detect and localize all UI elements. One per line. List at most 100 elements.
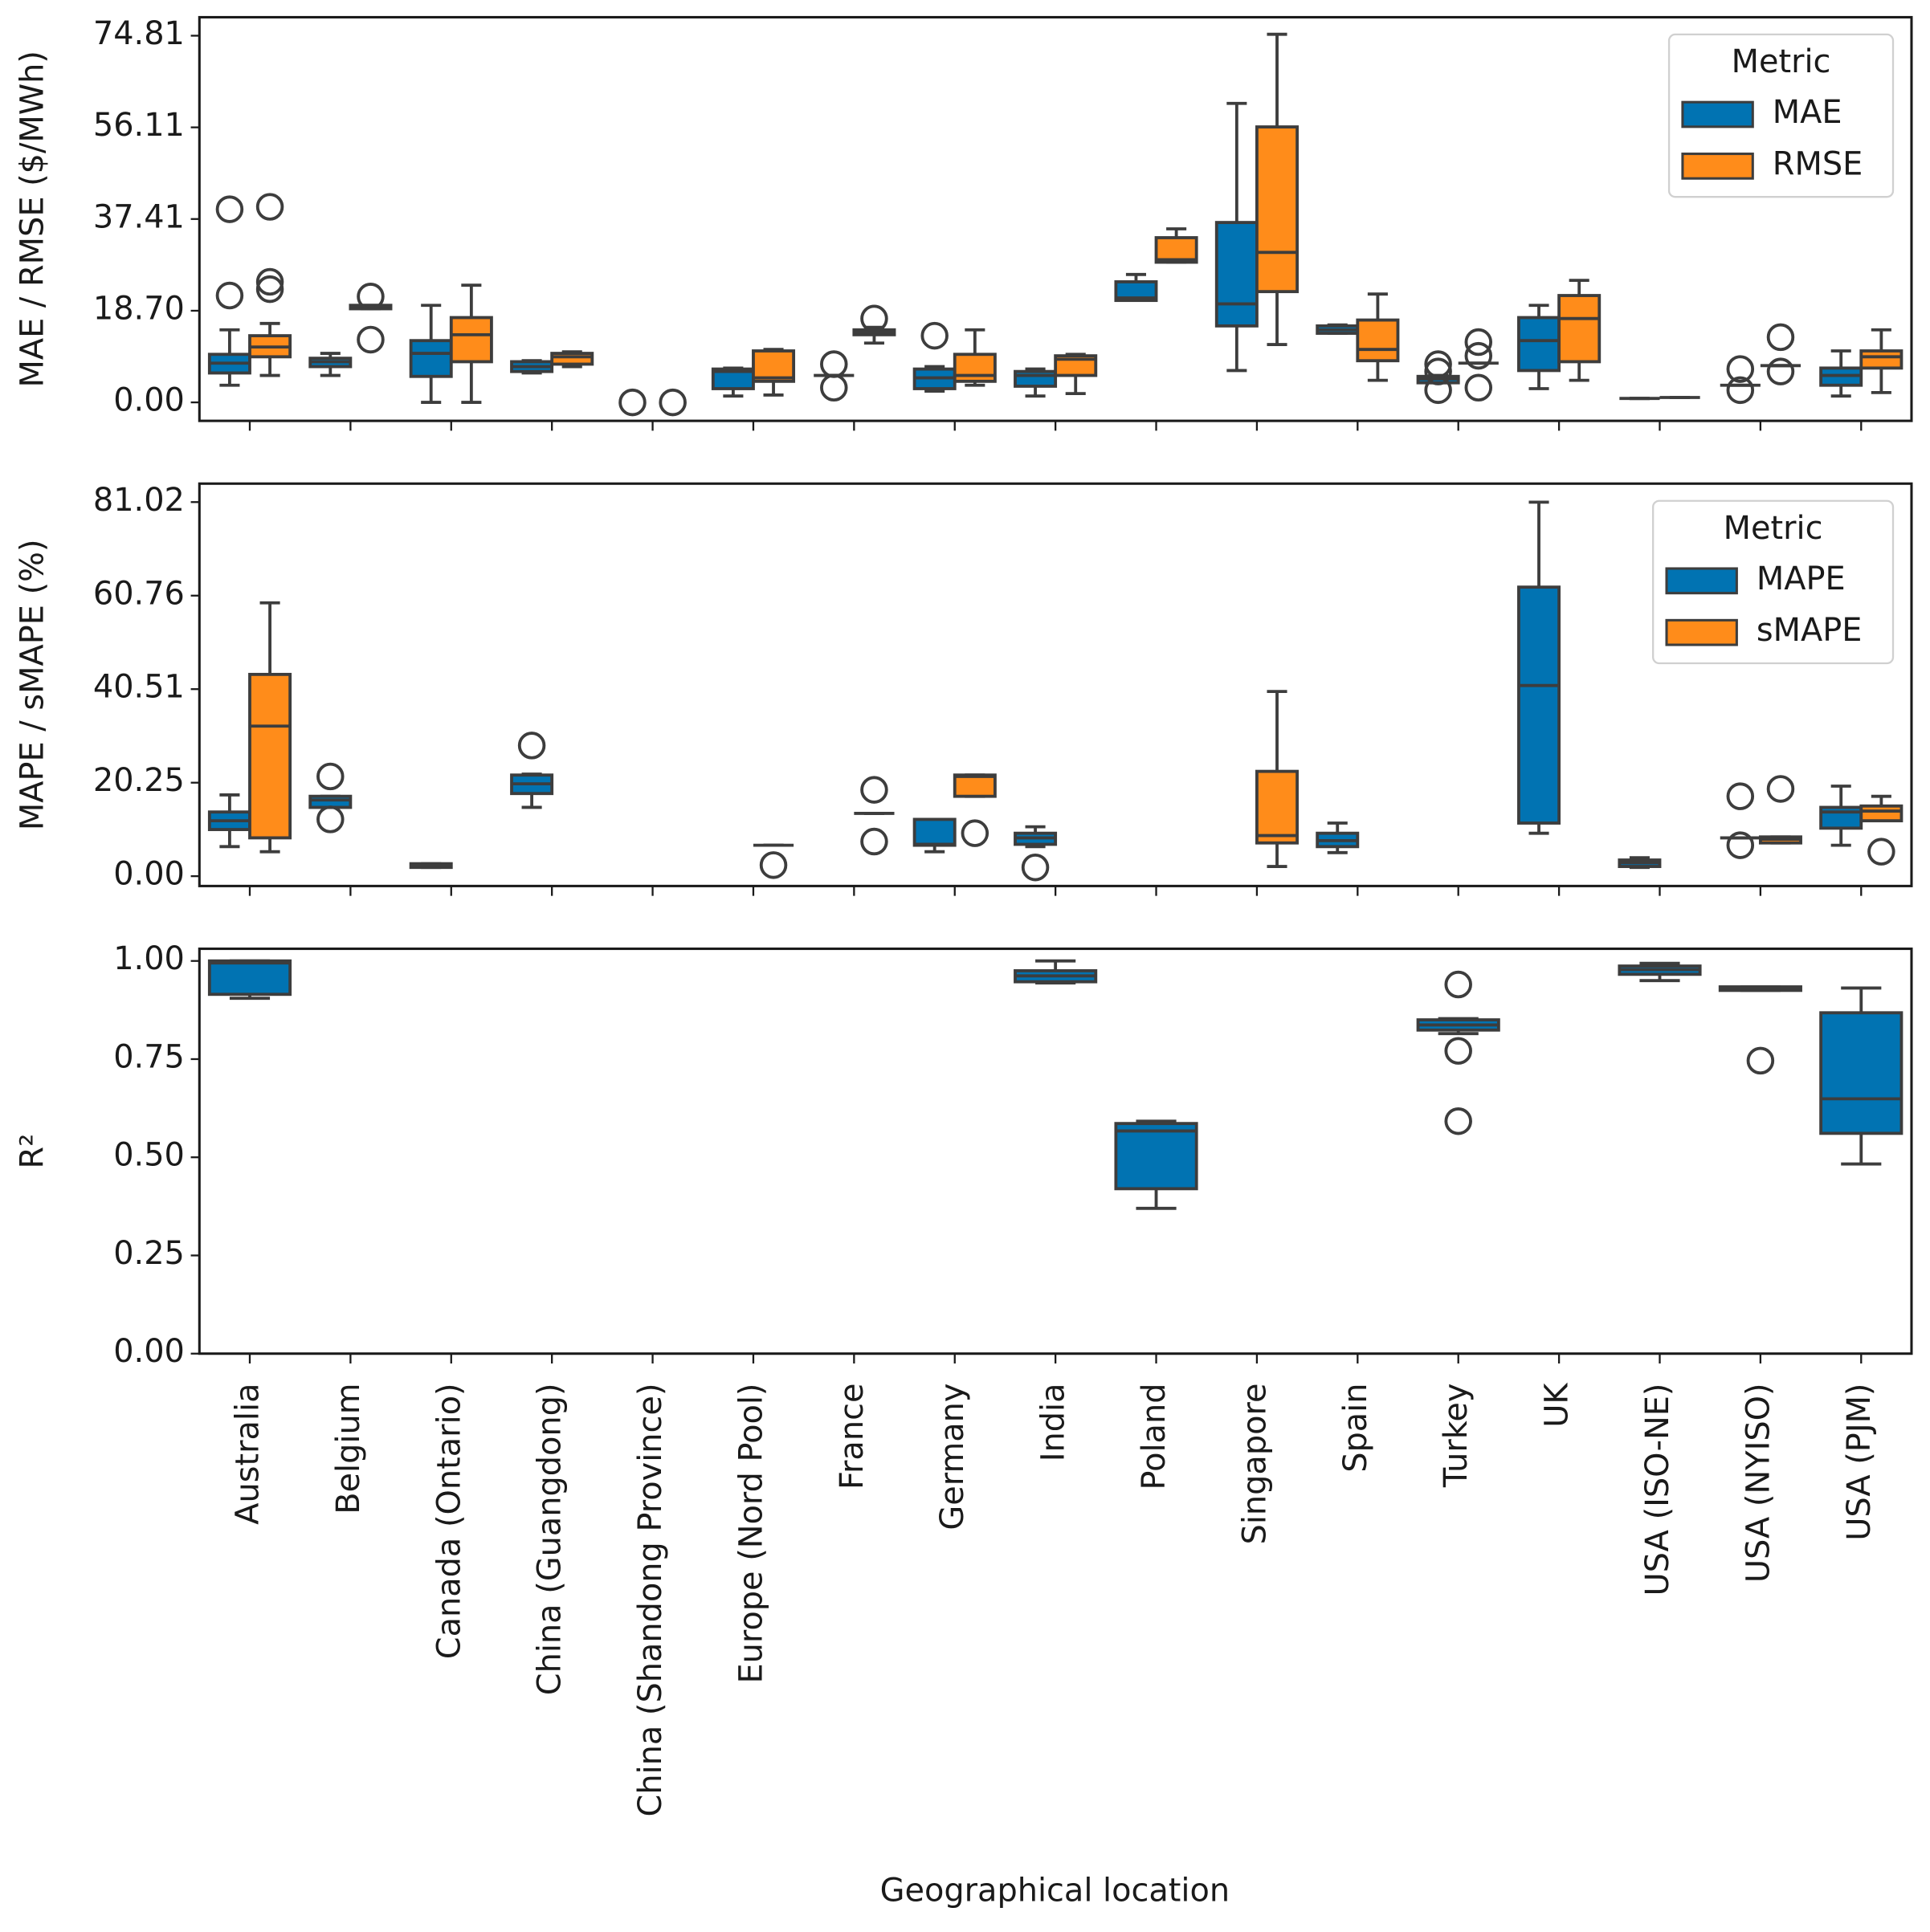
legend-title: Metric [1732,43,1831,80]
x-tick-label: China (Guangdong) [532,1384,569,1696]
box [1214,221,1259,328]
outlier [820,350,848,378]
x-tick-label: Europe (Nord Pool) [732,1384,769,1684]
y-tick-label: 1.00 [113,940,185,977]
box [1859,349,1903,370]
box [409,339,453,378]
box [1356,318,1400,363]
outlier [860,827,888,856]
y-tick-label: 0.50 [113,1137,185,1174]
legend-swatch [1681,100,1754,128]
x-tick-label: USA (NYISO) [1740,1384,1777,1584]
x-tick-label: UK [1539,1383,1576,1428]
y-tick-label: 56.11 [93,107,185,144]
outlier [759,851,788,879]
y-tick-label: 74.81 [93,15,185,52]
x-tick-label: India [1035,1384,1072,1462]
box [1114,280,1158,303]
outlier [316,762,345,791]
x-tick-label: China (Shandong Province) [632,1384,669,1817]
legend-title: Metric [1724,510,1823,547]
outlier [255,275,284,304]
x-tick-label: Spain [1337,1384,1374,1473]
outlier [1766,357,1795,385]
outlier [1464,341,1493,370]
y-axis-label: MAPE / sMAPE (%) [14,539,51,830]
outlier [1444,1037,1472,1065]
legend-swatch [1665,567,1738,595]
plot-frame [198,15,1913,422]
outlier [1726,355,1755,383]
outlier [1021,853,1050,882]
legend-swatch [1665,618,1738,646]
x-tick-label: Poland [1136,1384,1173,1490]
outlier [1726,376,1755,405]
box [752,349,796,383]
outlier [1766,323,1795,352]
outlier [820,373,848,402]
outlier [1444,1107,1472,1135]
outlier [357,325,385,354]
box [1517,316,1561,373]
x-tick-label: Australia [229,1384,266,1525]
box [449,316,493,364]
y-tick-label: 40.51 [93,669,185,706]
outlier [1746,1046,1775,1075]
y-tick-label: 0.00 [113,382,185,419]
outlier [1424,376,1452,405]
outlier [860,304,888,332]
box [1255,125,1299,294]
y-tick-label: 81.02 [93,482,185,519]
y-tick-label: 0.75 [113,1038,185,1075]
y-tick-label: 37.41 [93,198,185,235]
outlier [1464,373,1493,402]
x-tick-label: Canada (Ontario) [430,1384,467,1660]
outlier [255,193,284,221]
outlier [1867,838,1895,866]
box [1557,294,1602,364]
outlier [1726,782,1755,810]
outlier [1444,970,1472,999]
outlier [1424,357,1452,385]
outlier [517,732,546,760]
outlier [215,281,244,310]
y-axis-label: R² [14,1134,51,1169]
box [1255,769,1299,845]
x-tick-label: USA (ISO-NE) [1639,1384,1676,1596]
outlier [961,819,989,847]
legend-label: sMAPE [1757,612,1863,649]
outlier [316,805,345,834]
outlier [357,283,385,311]
x-tick-label: France [834,1384,871,1490]
box [1154,236,1198,264]
y-tick-label: 0.25 [113,1235,185,1272]
box [550,352,594,366]
outlier [1766,775,1795,803]
box [1859,804,1903,823]
outlier [618,388,647,417]
x-tick-label: Turkey [1438,1384,1475,1489]
outlier [920,321,949,350]
outlier [860,776,888,804]
x-axis-label: Geographical location [880,1872,1230,1909]
box [1114,1122,1198,1191]
y-tick-label: 20.25 [93,762,185,799]
plot-frame [198,482,1913,887]
plot-frame [198,948,1913,1355]
x-tick-label: Belgium [330,1384,367,1514]
outlier [215,195,244,223]
box [207,959,292,997]
box [953,353,997,383]
legend-label: MAPE [1757,560,1846,597]
box [1819,1011,1903,1135]
x-tick-label: Singapore [1236,1384,1273,1545]
y-tick-label: 0.00 [113,1333,185,1370]
outlier [1726,831,1755,859]
box [1014,369,1058,388]
y-tick-label: 60.76 [93,575,185,612]
box [953,773,997,798]
legend-label: MAE [1773,94,1842,131]
box [248,672,292,840]
outlier [255,267,284,296]
